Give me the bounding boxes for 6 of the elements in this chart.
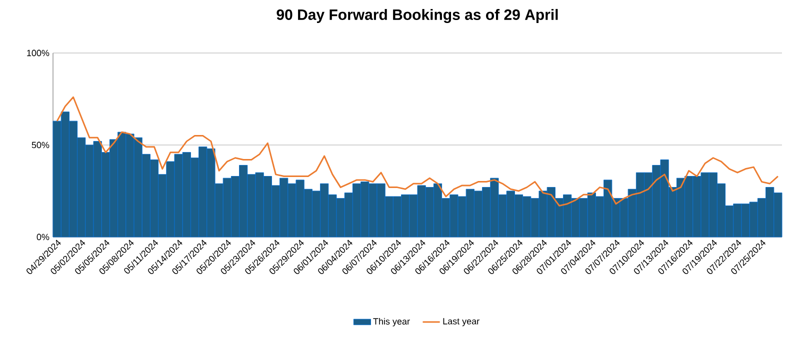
y-tick-label: 0% [36, 234, 50, 240]
chart-title: 90 Day Forward Bookings as of 29 April [276, 8, 558, 24]
legend-label: This year [373, 318, 410, 326]
y-tick-label: 50% [32, 142, 50, 148]
y-tick-label: 100% [27, 50, 50, 56]
legend-label: Last year [443, 318, 480, 326]
